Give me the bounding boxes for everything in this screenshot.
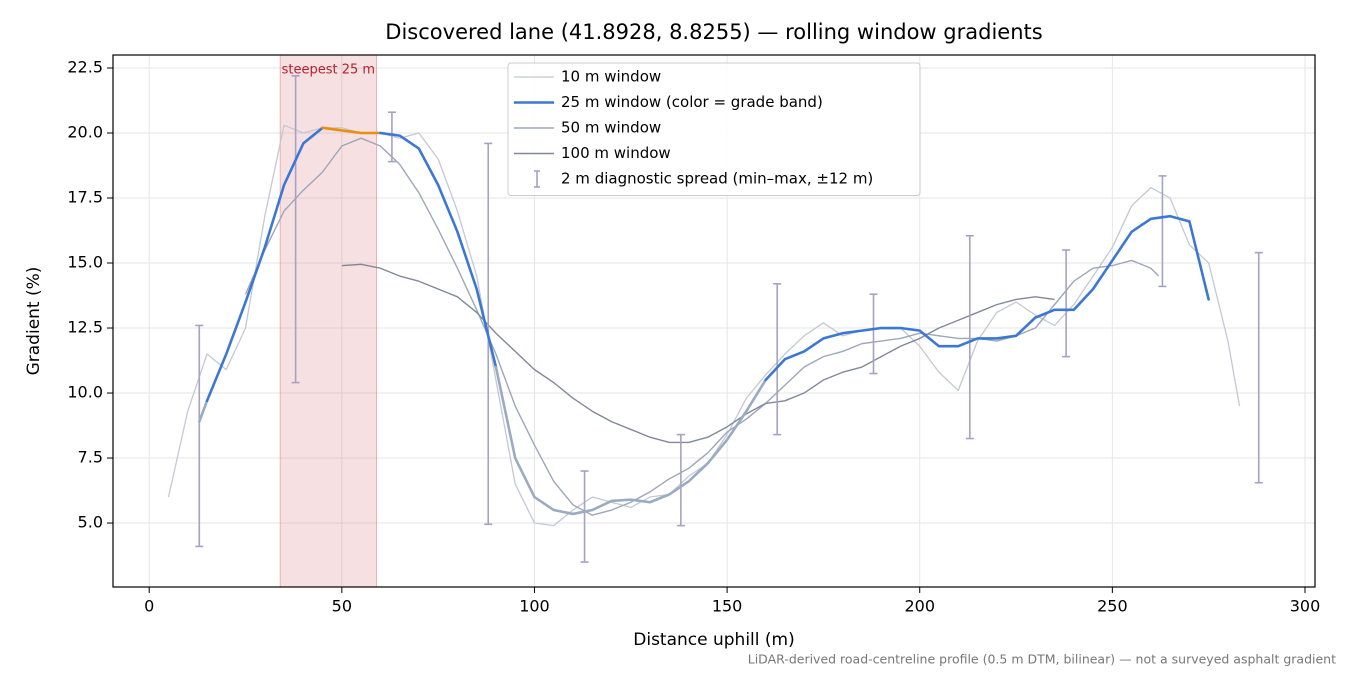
y-tick-label: 20.0: [67, 123, 103, 142]
x-tick-label: 250: [1097, 597, 1128, 616]
line-segment: [321, 126, 382, 135]
y-axis-label: Gradient (%): [24, 267, 44, 376]
error-bar: [195, 324, 204, 548]
line: [341, 263, 1055, 444]
y-tick-label: 17.5: [67, 188, 103, 207]
line-segment: [764, 214, 1210, 382]
line-segment: [197, 399, 209, 423]
axes-frame: [112, 54, 1316, 588]
y-tick-label: 12.5: [67, 318, 103, 337]
legend-label: 50 m window: [561, 119, 661, 137]
y-tick-label: 10.0: [67, 383, 103, 402]
error-bar: [1158, 175, 1167, 288]
y-tick-label: 15.0: [67, 253, 103, 272]
x-tick-label: 300: [1290, 597, 1321, 616]
highlight-band: [279, 54, 378, 588]
x-tick-label: 150: [712, 597, 743, 616]
line-segment: [379, 131, 498, 369]
plot-area: [167, 75, 1263, 563]
error-bar: [1254, 251, 1263, 484]
error-bar: [773, 283, 782, 436]
x-tick-label: 0: [144, 597, 154, 616]
x-tick-label: 200: [904, 597, 935, 616]
error-bar: [965, 234, 974, 440]
chart-title: Discovered lane (41.8928, 8.8255) — roll…: [385, 20, 1042, 44]
error-bar: [387, 111, 396, 163]
legend-label: 25 m window (color = grade band): [561, 93, 823, 111]
x-tick-label: 50: [332, 597, 352, 616]
error-bar: [291, 75, 300, 384]
x-axis-label: Distance uphill (m): [633, 630, 794, 650]
y-tick-label: 5.0: [78, 513, 103, 532]
error-bar: [676, 433, 685, 527]
y-tick-label: 7.5: [78, 448, 103, 467]
x-tick-label: 100: [519, 597, 550, 616]
highlight-label: steepest 25 m: [282, 63, 375, 78]
y-tick-label: 22.5: [67, 58, 103, 77]
error-bar: [869, 293, 878, 375]
legend-label: 10 m window: [561, 68, 661, 86]
legend-label: 2 m diagnostic spread (min–max, ±12 m): [561, 170, 873, 188]
line-segment: [205, 126, 324, 403]
error-bar: [1062, 249, 1071, 358]
legend-label: 100 m window: [561, 144, 671, 162]
legend-box: [507, 62, 921, 196]
error-bar: [580, 470, 589, 563]
line-segment: [494, 365, 767, 516]
footnote: LiDAR-derived road-centreline profile (0…: [748, 652, 1336, 667]
